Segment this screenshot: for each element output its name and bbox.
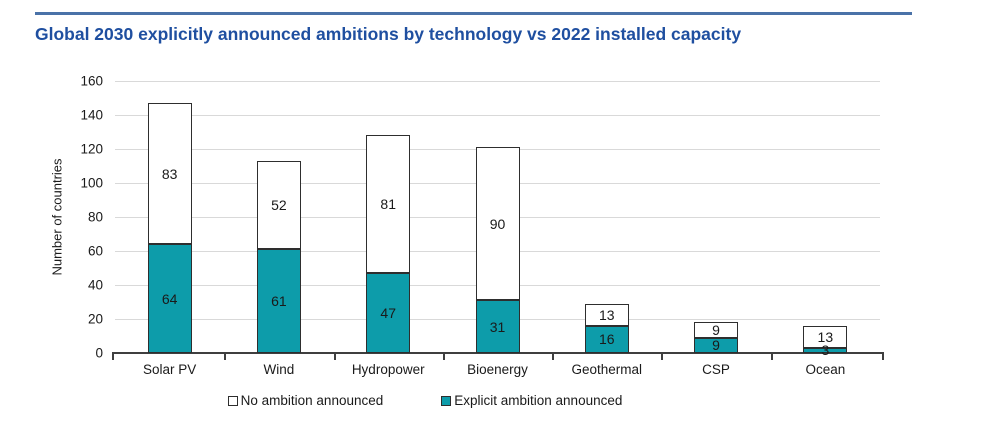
gridline bbox=[115, 81, 880, 82]
x-axis-tick bbox=[224, 354, 227, 360]
chart-legend: No ambition announced Explicit ambition a… bbox=[115, 393, 735, 408]
bar-segment-no-ambition bbox=[584, 303, 629, 326]
bar-segment-no-ambition bbox=[366, 135, 411, 274]
x-axis-tick bbox=[442, 354, 445, 360]
bar-segment-explicit bbox=[147, 244, 192, 353]
bar-segment-no-ambition bbox=[694, 322, 739, 338]
y-tick-label: 0 bbox=[95, 345, 103, 361]
x-axis-tick bbox=[112, 354, 114, 360]
bar-segment-no-ambition bbox=[475, 147, 520, 301]
legend-label: Explicit ambition announced bbox=[454, 393, 623, 408]
legend-item: No ambition announced bbox=[227, 393, 384, 408]
bar-segment-explicit bbox=[475, 300, 520, 353]
y-tick-label: 40 bbox=[87, 277, 103, 293]
y-tick-label: 160 bbox=[80, 73, 103, 89]
y-tick-label: 120 bbox=[80, 141, 103, 157]
x-axis-tick bbox=[552, 354, 555, 360]
legend-item: Explicit ambition announced bbox=[441, 393, 622, 408]
x-category-label: CSP bbox=[702, 362, 730, 377]
bar-segment-no-ambition bbox=[256, 160, 301, 250]
x-axis-tick bbox=[333, 354, 336, 360]
bar-segment-explicit bbox=[256, 249, 301, 353]
x-axis-line bbox=[112, 352, 884, 354]
bar-segment-explicit bbox=[803, 347, 848, 353]
bar-segment-explicit bbox=[366, 273, 411, 353]
divider bbox=[35, 12, 912, 15]
x-category-label: Wind bbox=[263, 362, 295, 377]
x-category-label: Geothermal bbox=[571, 362, 643, 377]
x-category-label: Bioenergy bbox=[467, 362, 528, 377]
y-tick-label: 80 bbox=[87, 209, 103, 225]
bar-segment-no-ambition bbox=[147, 103, 192, 245]
bar-segment-explicit bbox=[694, 337, 739, 353]
x-category-label: Ocean bbox=[805, 362, 846, 377]
y-tick-label: 20 bbox=[87, 311, 103, 327]
x-axis-tick bbox=[770, 354, 773, 360]
legend-swatch-icon bbox=[441, 395, 452, 406]
bar-segment-explicit bbox=[584, 325, 629, 353]
y-tick-label: 140 bbox=[80, 107, 103, 123]
x-axis-tick bbox=[882, 354, 884, 360]
x-category-label: Hydropower bbox=[351, 362, 425, 377]
y-tick-label: 60 bbox=[87, 243, 103, 259]
legend-label: No ambition announced bbox=[240, 393, 384, 408]
bar-segment-no-ambition bbox=[803, 325, 848, 348]
legend-swatch-icon bbox=[227, 395, 238, 406]
x-category-label: Solar PV bbox=[143, 362, 197, 377]
gridline bbox=[115, 115, 880, 116]
y-tick-label: 100 bbox=[80, 175, 103, 191]
chart-title: Global 2030 explicitly announced ambitio… bbox=[35, 24, 742, 44]
x-axis-tick bbox=[661, 354, 664, 360]
